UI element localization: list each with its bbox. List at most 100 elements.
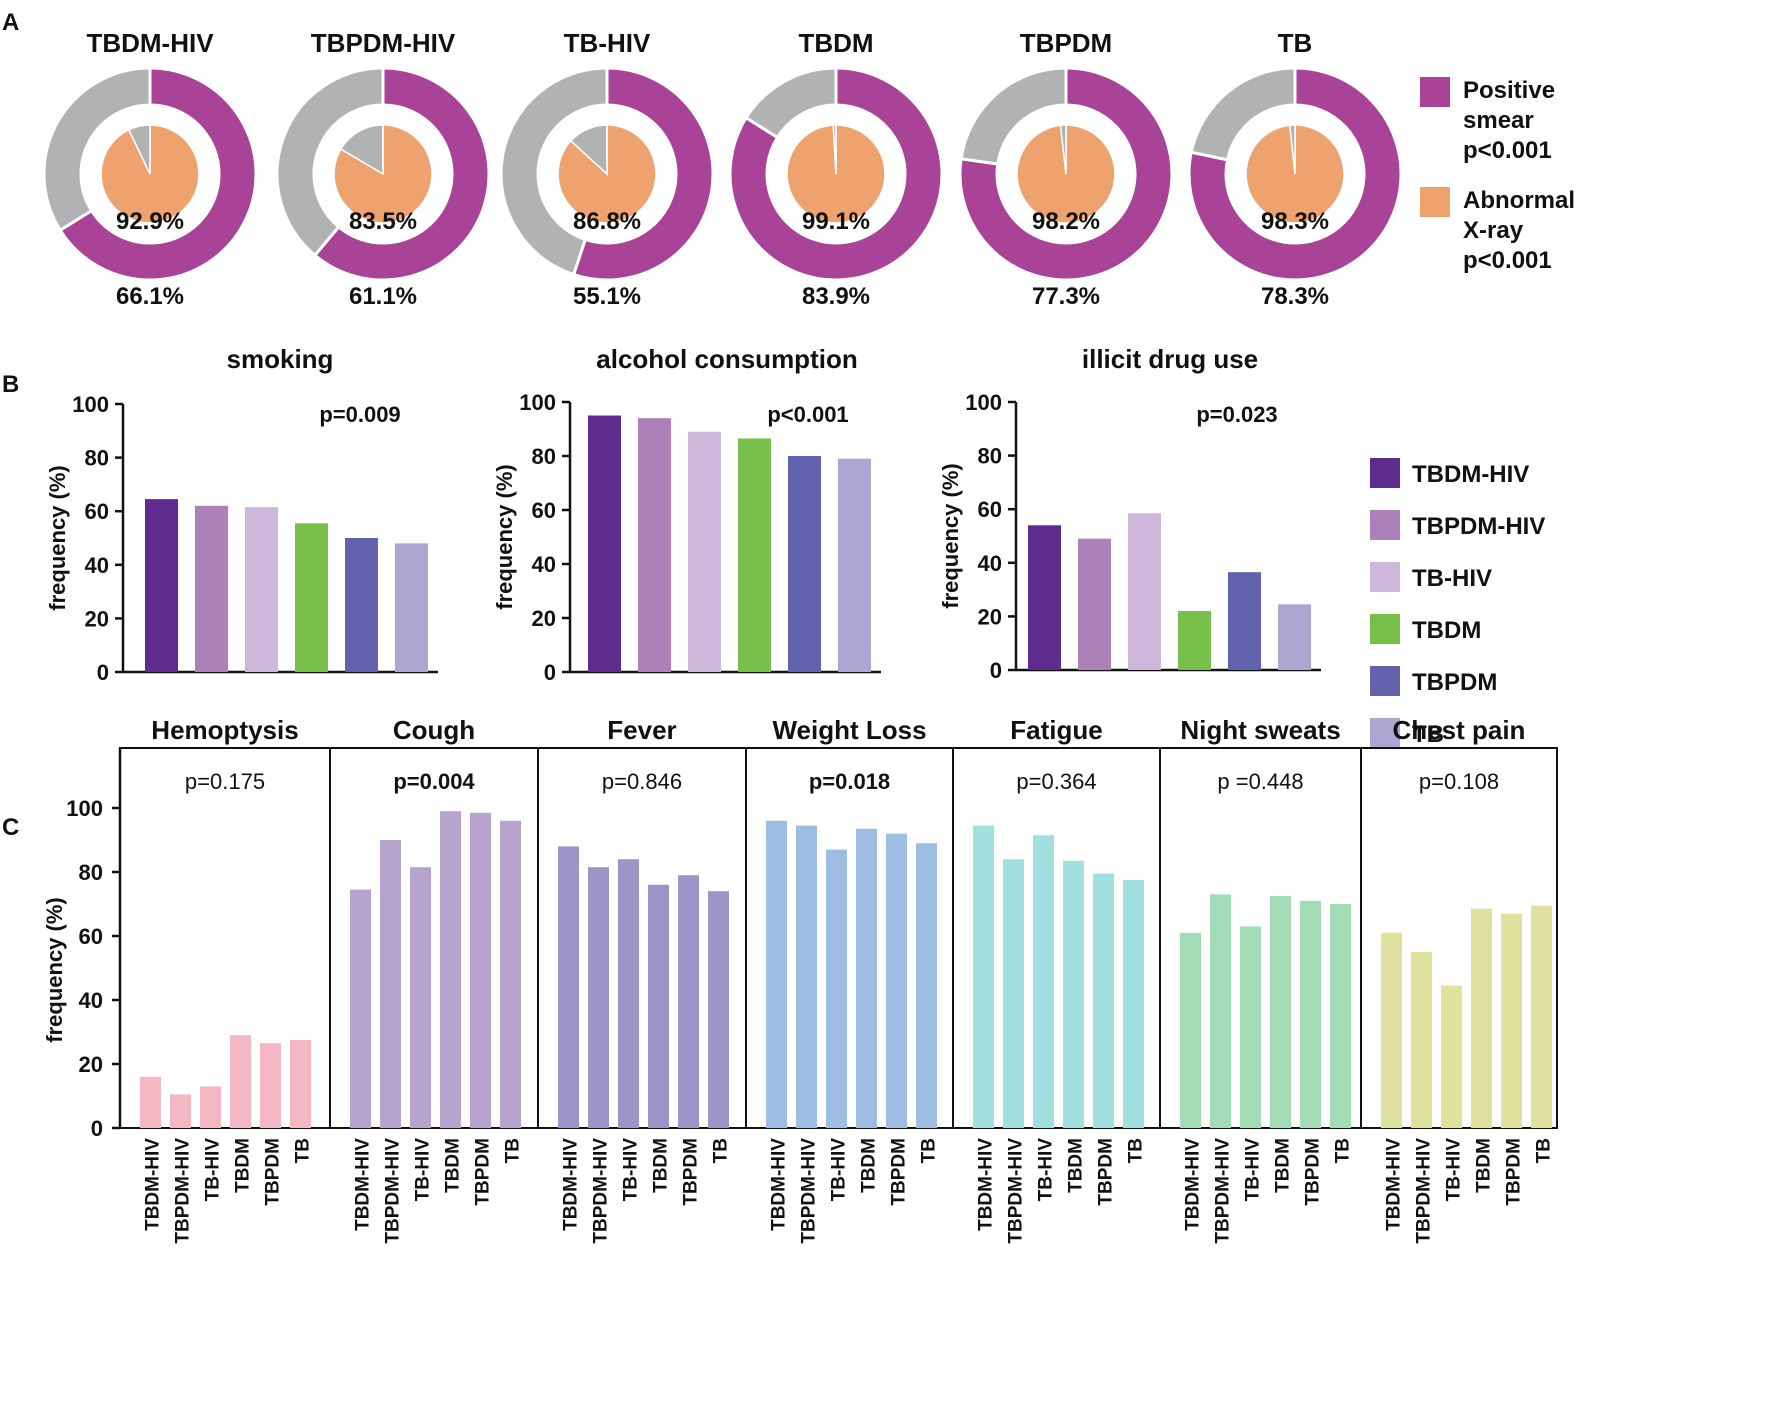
x-tick-label: TBPDM (1096, 1138, 1117, 1206)
bar-tbpdm-hiv (170, 1094, 191, 1128)
bar-tb-hiv (618, 859, 639, 1128)
bar-tb-hiv (826, 849, 847, 1128)
x-tick-label: TBPDM-HIV (591, 1138, 612, 1244)
x-tick-label: TB-HIV (1243, 1138, 1264, 1202)
x-tick-label: TBPDM-HIV (1213, 1138, 1234, 1244)
outer-value-label: 55.1% (573, 283, 641, 310)
bar-tb (1531, 905, 1552, 1128)
symptom-title: Fatigue (1010, 715, 1102, 745)
legend-swatch-tb-hiv (1370, 562, 1400, 592)
positive-smear-segment-tbpdm-hiv (312, 66, 491, 282)
normal-xray-slice-tbdm (832, 124, 837, 175)
bar-tb (395, 543, 428, 672)
p-value-label: p<0.001 (767, 402, 848, 427)
x-tick-label: TBPDM (681, 1138, 702, 1206)
bar-tbpdm-hiv (588, 867, 609, 1128)
symptom-chart-fatigue: Fatigue p=0.364 TBDM-HIV TBPDM-HIV TB-HIV TBD… (952, 715, 1161, 1244)
symptom-title: Cough (393, 715, 475, 745)
bar-tb (916, 843, 937, 1128)
y-tick-label: 100 (66, 796, 103, 821)
normal-xray-slice-tbdm-hiv (127, 124, 151, 175)
bar-tbdm-hiv (588, 415, 621, 672)
chart-title: alcohol consumption (596, 344, 857, 374)
x-tick-label: TBDM-HIV (769, 1138, 790, 1231)
panel-label-b: B (2, 371, 19, 398)
y-tick-label: 60 (532, 498, 556, 523)
x-tick-label: TB-HIV (829, 1138, 850, 1202)
outer-value-label: 83.9% (802, 283, 870, 310)
inner-value-label: 83.5% (349, 208, 417, 235)
bar-tbdm (230, 1035, 251, 1128)
legend-label: TB (1412, 721, 1444, 748)
x-tick-label: TBDM-HIV (561, 1138, 582, 1231)
donut-tb (1187, 66, 1403, 282)
x-tick-label: TB-HIV (621, 1138, 642, 1202)
bar-tbpdm (1093, 873, 1114, 1128)
legend-label: TBDM (1412, 617, 1481, 644)
panel-label-a: A (2, 9, 19, 36)
y-tick-label: 100 (965, 390, 1002, 415)
p-value-label: p=0.004 (393, 769, 475, 794)
x-tick-label: TBDM-HIV (1384, 1138, 1405, 1231)
x-tick-label: TBPDM-HIV (173, 1138, 194, 1244)
legend-swatch (1420, 187, 1450, 217)
x-tick-label: TBPDM-HIV (799, 1138, 820, 1244)
positive-smear-segment-tb-hiv (571, 66, 715, 282)
x-tick-label: TBPDM (1303, 1138, 1324, 1206)
inner-value-label: 99.1% (802, 208, 870, 235)
y-tick-label: 40 (79, 988, 103, 1013)
x-tick-label: TBDM-HIV (1183, 1138, 1204, 1231)
symptom-title: Hemoptysis (151, 715, 298, 745)
bar-chart-alcohol-consumption: alcohol consumption p<0.001 0 20 40 60 80 100 fr… (492, 344, 881, 685)
bar-tbdm (295, 523, 328, 672)
bar-tbpdm-hiv (380, 840, 401, 1128)
chart-title: illicit drug use (1082, 344, 1258, 374)
bar-tb (1123, 880, 1144, 1128)
x-tick-label: TB (293, 1138, 314, 1163)
y-tick-label: 80 (79, 860, 103, 885)
bar-tbpdm-hiv (1003, 859, 1024, 1128)
p-value-label: p =0.448 (1217, 769, 1303, 794)
negative-smear-segment-tb-hiv (499, 66, 609, 277)
positive-smear-segment-tbdm (728, 66, 944, 282)
bar-tbdm-hiv (145, 499, 178, 672)
donut-tbdm-hiv (42, 66, 258, 282)
y-axis-label: frequency (%) (42, 897, 67, 1042)
inner-value-label: 98.2% (1032, 208, 1100, 235)
symptom-chart-hemoptysis: Hemoptysis p=0.175 TBDM-HIV TBPDM-HIV TB-HIV… (119, 715, 331, 1244)
x-tick-label: TBDM-HIV (143, 1138, 164, 1231)
x-tick-label: TB (919, 1138, 940, 1163)
positive-smear-segment-tbpdm (958, 66, 1174, 282)
y-tick-label: 40 (978, 551, 1002, 576)
x-tick-label: TBDM (1066, 1138, 1087, 1193)
bar-tbdm (1178, 611, 1211, 670)
p-value-label: p=0.175 (185, 769, 265, 794)
legend-label: TBPDM (1412, 669, 1497, 696)
legend-label: X-ray (1463, 217, 1524, 244)
legend-swatch-tbpdm (1370, 666, 1400, 696)
y-tick-label: 40 (85, 553, 109, 578)
bar-tbdm (856, 828, 877, 1128)
bar-tbpdm-hiv (796, 825, 817, 1128)
outer-value-label: 66.1% (116, 283, 184, 310)
donut-title-tbdm-hiv: TBDM-HIV (86, 28, 214, 58)
bar-tb-hiv (200, 1086, 221, 1128)
negative-smear-segment-tb (1189, 66, 1297, 162)
y-tick-label: 60 (978, 497, 1002, 522)
bar-tb-hiv (1441, 985, 1462, 1128)
y-tick-label: 0 (91, 1116, 103, 1141)
symptom-title: Fever (607, 715, 676, 745)
symptom-title: Chest pain (1393, 715, 1526, 745)
bar-tbdm-hiv (350, 889, 371, 1128)
x-tick-label: TB (711, 1138, 732, 1163)
x-tick-label: TBDM-HIV (353, 1138, 374, 1231)
x-tick-label: TB-HIV (1036, 1138, 1057, 1202)
donut-title-tbpdm-hiv: TBPDM-HIV (311, 28, 456, 58)
y-tick-label: 20 (978, 604, 1002, 629)
legend-label: TBDM-HIV (1412, 461, 1529, 488)
legend-label: p<0.001 (1463, 247, 1552, 274)
positive-smear-segment-tbdm-hiv (58, 66, 258, 282)
x-tick-label: TB-HIV (1444, 1138, 1465, 1202)
donut-tbdm (728, 66, 944, 282)
